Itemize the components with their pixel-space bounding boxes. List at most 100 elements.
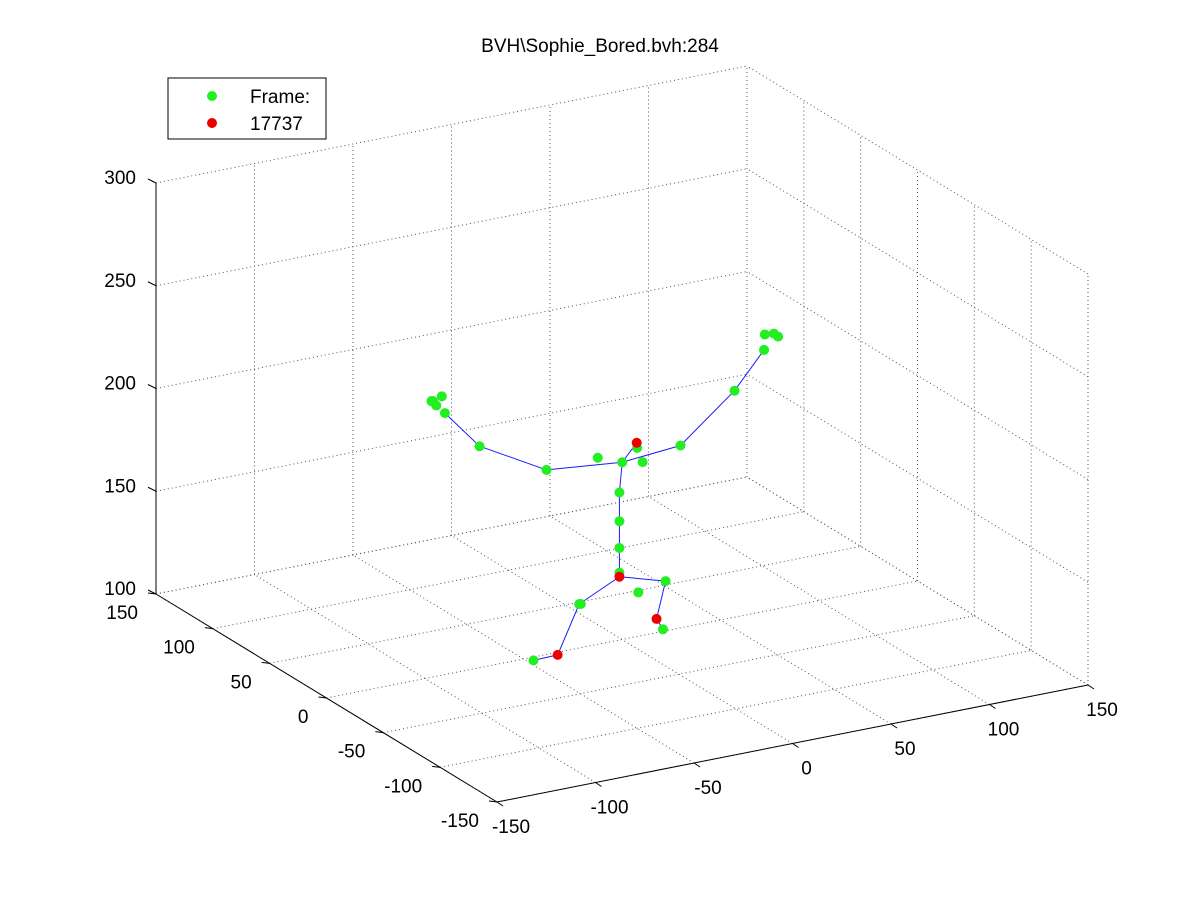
x-tick-label: 50 — [894, 739, 915, 760]
x-tick-label: 0 — [801, 759, 812, 780]
x-tick-label: 150 — [1086, 700, 1118, 721]
z-tick-label: 200 — [104, 374, 136, 395]
joint-point — [633, 587, 644, 598]
skeleton-bone — [578, 576, 620, 605]
legend-marker-17737 — [207, 118, 217, 128]
skeleton-bone — [479, 445, 547, 471]
x-tick-mark — [890, 723, 898, 729]
y-tick-mark — [204, 627, 213, 630]
z-tick-mark — [147, 281, 157, 287]
back-wall-grid-line — [155, 271, 748, 389]
y-tick-label: 150 — [106, 603, 138, 624]
z-tick-label: 250 — [104, 271, 136, 292]
y-tick-label: -150 — [441, 811, 479, 832]
skeleton-joints — [426, 328, 784, 666]
joint-point — [773, 331, 784, 342]
y-tick-label: 0 — [298, 707, 309, 728]
y-tick-mark — [432, 765, 441, 768]
joint-point — [729, 385, 740, 396]
joint-point — [651, 613, 662, 624]
z-tick-mark — [147, 486, 157, 492]
joint-point — [614, 542, 625, 553]
joint-point — [528, 655, 539, 666]
skeleton-bone — [734, 349, 765, 391]
back-wall-grid-line — [155, 65, 748, 184]
joint-point — [474, 441, 485, 452]
axes — [147, 178, 1095, 807]
y-tick-label: 100 — [163, 638, 195, 659]
x-tick-label: -150 — [492, 817, 530, 838]
y-tick-mark — [488, 800, 498, 803]
floor-grid-line — [212, 511, 804, 630]
skeleton-bone — [444, 412, 480, 447]
joint-point — [631, 437, 642, 448]
legend: Frame: 17737 — [167, 77, 327, 140]
joint-point — [552, 649, 563, 660]
x-tick-mark — [496, 801, 504, 807]
side-wall-grid-line — [746, 271, 1089, 480]
joint-point — [657, 624, 668, 635]
x-tick-label: -50 — [694, 778, 721, 799]
tick-labels: -150 -100 -50 0 50 100 150 -150 -100 -50 0 50 100 150… — [104, 168, 1118, 838]
floor-grid-line — [549, 515, 892, 725]
x-tick-mark — [989, 704, 996, 709]
joint-point — [617, 457, 628, 468]
y-tick-mark — [261, 661, 270, 664]
joint-point — [426, 396, 437, 407]
legend-label-frame: Frame: — [250, 87, 310, 108]
side-wall-grid-line — [746, 476, 1089, 686]
back-wall-grid-line — [155, 168, 748, 287]
floor-grid-line — [326, 580, 918, 699]
y-tick-label: -100 — [384, 776, 422, 797]
legend-label-17737: 17737 — [250, 114, 303, 135]
skeleton-bone — [557, 603, 580, 656]
back-wall-grid-line — [155, 373, 748, 492]
x-tick-label: 100 — [988, 720, 1020, 741]
joint-point — [675, 440, 686, 451]
skeleton-bones — [444, 349, 765, 661]
joint-point — [759, 329, 770, 340]
z-tick-label: 300 — [104, 168, 136, 189]
joint-point — [541, 464, 552, 475]
skeleton-bone — [546, 461, 623, 471]
y-tick-mark — [375, 731, 384, 734]
x-tick-mark — [792, 743, 799, 748]
floor-grid-line — [451, 535, 793, 744]
floor-grid-line — [648, 496, 990, 705]
skeleton-bone — [622, 444, 681, 463]
chart-title: BVH\Sophie_Bored.bvh:284 — [481, 36, 719, 57]
joint-point — [614, 487, 625, 498]
y-tick-mark — [318, 696, 327, 699]
side-wall-grid-line — [746, 65, 1089, 275]
skeleton-bone — [619, 576, 666, 582]
z-tick-mark — [147, 178, 157, 184]
floor-grid-line — [383, 615, 975, 734]
x-tick-mark — [693, 762, 701, 768]
side-wall-grid-line — [746, 373, 1089, 583]
grid-lines — [155, 65, 1089, 803]
joint-point — [592, 452, 603, 463]
skeleton-bone — [680, 390, 735, 446]
skeleton-bone — [656, 580, 667, 620]
joint-point — [439, 408, 450, 419]
z-tick-mark — [147, 384, 157, 389]
z-tick-label: 100 — [104, 579, 136, 600]
legend-marker-frame — [207, 91, 217, 101]
joint-point — [436, 391, 447, 402]
joint-point — [660, 576, 671, 587]
floor-grid-line — [269, 545, 861, 664]
legend-box — [167, 77, 327, 140]
joint-point — [637, 457, 648, 468]
joint-point — [614, 571, 625, 582]
x-tick-mark — [595, 782, 602, 787]
back-wall-grid-line — [155, 476, 748, 595]
y-tick-label: -50 — [338, 742, 365, 763]
joint-point — [759, 344, 770, 355]
joint-point — [575, 599, 586, 610]
z-tick-label: 150 — [104, 476, 136, 497]
z-tick-mark — [147, 589, 157, 595]
x-tick-label: -100 — [590, 798, 628, 819]
y-tick-label: 50 — [231, 672, 252, 693]
x-tick-mark — [1087, 684, 1095, 690]
